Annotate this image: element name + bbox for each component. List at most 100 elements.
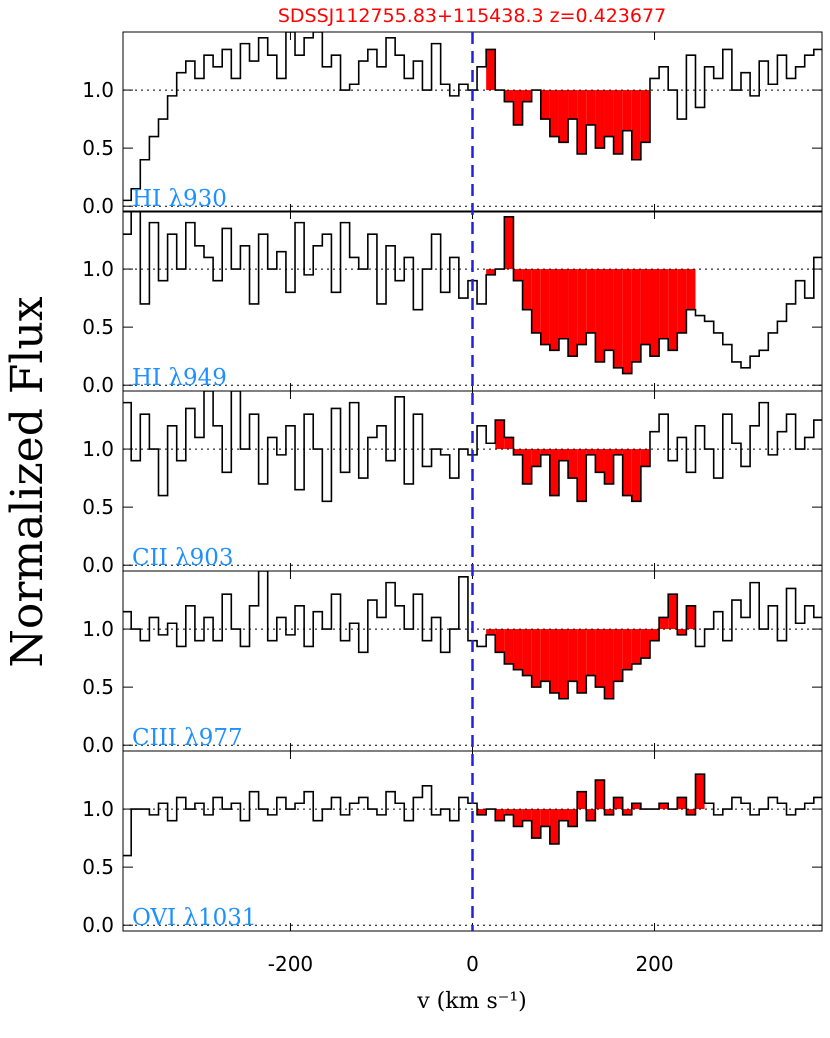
absorption-fill [504,216,514,270]
line-label: HI λ949 [132,365,227,391]
absorption-fill [622,809,632,815]
absorption-fill [495,420,505,450]
absorption-fill [677,797,687,810]
chart-title: SDSSJ112755.83+115438.3 z=0.423677 [278,5,666,27]
absorption-fill [659,803,669,810]
absorption-fill [604,629,614,699]
absorption-fill [631,629,641,664]
absorption-fill [595,269,605,362]
absorption-fill [631,90,641,160]
absorption-fill [477,809,487,815]
absorption-fill [540,629,550,682]
absorption-fill [577,269,587,345]
absorption-fill [531,269,541,333]
absorption-fill [486,49,496,91]
line-label: HI λ930 [132,186,227,212]
x-tick-label: 0 [466,952,479,976]
absorption-fill [631,269,641,362]
absorption-fill [568,449,578,479]
absorption-fill [604,809,614,815]
absorption-fill [522,449,532,484]
absorption-fill [586,809,596,821]
absorption-fill [613,90,623,154]
absorption-fill [586,269,596,333]
absorption-fill [604,90,614,137]
absorption-fill [595,629,605,688]
absorption-fill [668,269,678,351]
x-axis-label: v (km s⁻¹) [416,989,527,1014]
y-tick-label: 0.0 [82,733,114,757]
absorption-fill [622,90,632,131]
absorption-fill [513,629,523,670]
absorption-fill [659,617,669,630]
absorption-fill [513,809,523,827]
absorption-fill [549,90,559,137]
x-tick-label: -200 [268,952,313,976]
absorption-fill [595,90,605,149]
absorption-fill [522,629,532,676]
absorption-fill [659,269,669,339]
absorption-fill [504,437,514,450]
absorption-fill [486,269,496,275]
absorption-fill [686,809,696,815]
absorption-fill [540,269,550,345]
absorption-fill [586,449,596,455]
absorption-fill [622,629,632,670]
absorption-fill [640,269,650,345]
line-label: CIII λ977 [132,725,243,751]
absorption-fill [568,269,578,357]
absorption-fill [622,449,632,496]
absorption-fill [595,449,605,473]
absorption-fill [631,449,641,502]
absorption-fill [568,809,578,827]
line-label: CII λ903 [132,545,234,571]
absorption-fill [668,594,678,630]
absorption-fill [686,269,696,310]
y-tick-label: 0.5 [82,495,114,519]
spectrum-line [123,211,822,375]
y-axis-label: Normalized Flux [2,296,53,667]
absorption-fill [513,269,523,281]
absorption-fill [577,791,587,810]
absorption-fill [640,449,650,467]
absorption-fill [613,269,623,368]
absorption-fill [558,269,569,339]
absorption-fill [531,449,541,467]
absorption-fill [549,269,559,351]
absorption-fill [558,449,569,461]
spectrum-line [123,391,822,503]
absorption-fill [504,809,514,815]
absorption-fill [613,629,623,682]
y-tick-label: 0.0 [82,913,114,937]
absorption-fill [595,780,605,810]
y-tick-label: 0.5 [82,136,114,160]
absorption-fill [649,269,660,357]
y-tick-label: 1.0 [82,617,114,641]
absorption-fill [558,629,569,699]
absorption-fill [495,809,505,821]
absorption-fill [586,629,596,676]
y-tick-label: 1.0 [82,437,114,461]
absorption-fill [613,449,623,455]
absorption-fill [586,90,596,125]
absorption-fill [549,809,559,844]
absorption-fill [540,90,550,120]
absorption-fill [677,629,687,635]
y-tick-label: 0.0 [82,553,114,577]
absorption-fill [695,774,705,810]
absorption-fill [604,269,614,351]
absorption-fill [613,797,623,810]
absorption-fill [622,269,632,374]
y-tick-label: 0.0 [82,373,114,397]
absorption-fill [549,629,559,693]
panel [123,391,822,566]
x-tick-label: 200 [635,952,673,976]
y-tick-label: 1.0 [82,257,114,281]
absorption-fill [577,449,587,502]
absorption-fill [640,90,650,143]
absorption-fill [504,90,514,102]
absorption-fill [649,629,660,641]
absorption-fill [522,269,532,310]
absorption-fill [604,449,614,484]
